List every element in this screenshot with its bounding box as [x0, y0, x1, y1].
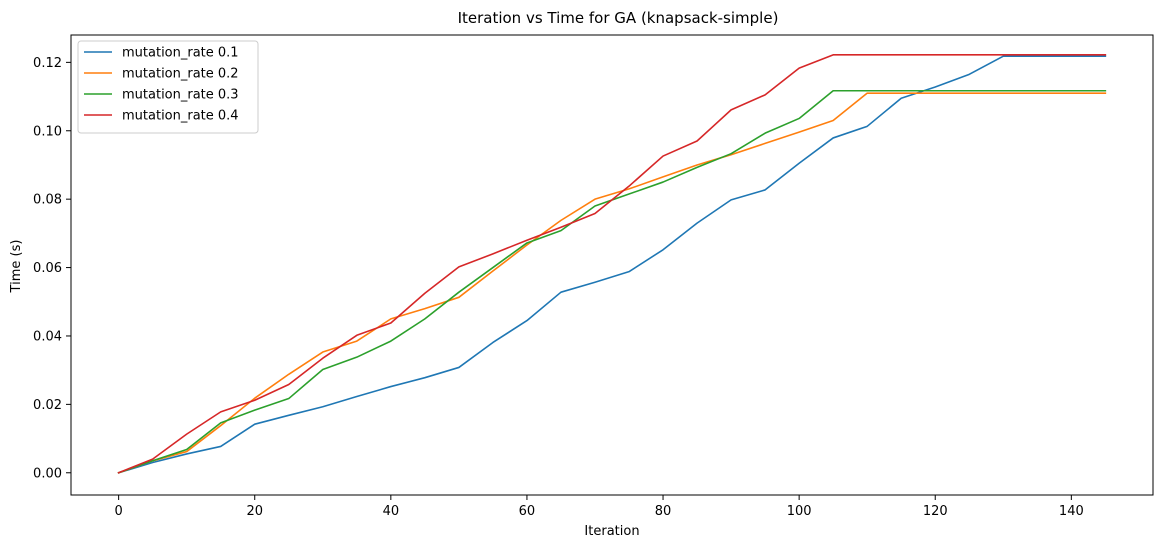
legend-label: mutation_rate 0.3: [122, 88, 239, 103]
y-tick-label: 0.04: [33, 329, 62, 344]
x-tick-label: 120: [923, 504, 948, 519]
series-line-1: [117, 55, 1107, 474]
plot-area-frame: [70, 34, 1154, 496]
x-tick-label: 80: [655, 504, 672, 519]
x-tick-label: 100: [787, 504, 812, 519]
y-tick-label: 0.12: [33, 56, 62, 71]
series-line-4: [117, 54, 1107, 474]
legend-label: mutation_rate 0.4: [122, 109, 239, 124]
series-line-2: [117, 92, 1107, 474]
y-tick-label: 0.02: [33, 398, 62, 413]
legend-frame: [77, 40, 259, 134]
x-tick-label: 20: [246, 504, 263, 519]
x-tick-label: 0: [114, 504, 122, 519]
y-tick-label: 0.00: [33, 466, 62, 481]
legend-label: mutation_rate 0.2: [122, 67, 239, 82]
legend: mutation_rate 0.1 mutation_rate 0.2 mutati…: [77, 40, 259, 134]
y-tick-label: 0.10: [33, 124, 62, 139]
y-axis-label: Time (s): [9, 240, 24, 294]
series-line-3: [117, 89, 1107, 474]
x-tick-label: 40: [383, 504, 400, 519]
x-tick-label: 140: [1059, 504, 1084, 519]
y-tick-label: 0.06: [33, 261, 62, 276]
legend-label: mutation_rate 0.1: [122, 46, 239, 61]
chart-title: Iteration vs Time for GA (knapsack-simpl…: [458, 9, 779, 27]
x-axis-label: Iteration: [584, 524, 639, 539]
x-tick-label: 60: [519, 504, 536, 519]
y-tick-label: 0.08: [33, 193, 62, 208]
